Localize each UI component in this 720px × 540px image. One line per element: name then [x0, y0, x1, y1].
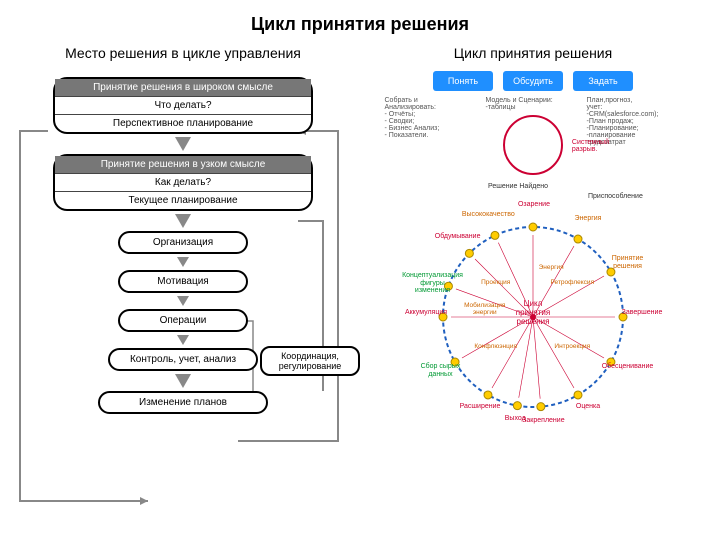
- row-narrow: Принятие решения в узком смысле: [55, 156, 311, 174]
- cycle-node-label: Сбор сырых данных: [409, 363, 471, 378]
- row-broad: Принятие решения в широком смысле: [55, 79, 311, 97]
- flowchart: Принятие решения в широком смысле Что де…: [8, 71, 358, 414]
- block-broad-decision: Принятие решения в широком смысле Что де…: [53, 77, 313, 134]
- row-perspective: Перспективное планирование: [55, 115, 311, 132]
- block-change: Изменение планов: [98, 391, 268, 414]
- cycle-node-label: Высококачество: [457, 211, 519, 219]
- cycle-inner-label: Проекция: [470, 279, 522, 286]
- cycle-inner-label: Мобилизация энергии: [459, 302, 511, 316]
- cycle-node-label: Оценка: [557, 403, 619, 411]
- cycle-inner-label: Ретрофлексия: [546, 279, 598, 286]
- label-found: Решение Найдено: [488, 183, 548, 190]
- left-subtitle: Место решения в цикле управления: [8, 45, 358, 61]
- tri-columns: Собрать и Анализировать: - Отчёты; - Сво…: [358, 97, 708, 179]
- cycle-node-label: Озарение: [503, 201, 565, 209]
- cycle-node-label: Расширение: [449, 403, 511, 411]
- cycle-node-label: Концептуализация фигуры изменения: [402, 272, 464, 295]
- cycle-inner-label: Интроекция: [546, 343, 598, 350]
- row-what: Что делать?: [55, 97, 311, 115]
- right-column: Цикл принятия решения Понять Обсудить За…: [358, 45, 708, 447]
- col3-text: План,прогноз, учет: -CRM(salesforce.com)…: [587, 97, 682, 179]
- arrow-icon: [177, 335, 189, 345]
- block-narrow-decision: Принятие решения в узком смысле Как дела…: [53, 154, 313, 211]
- arrow-icon: [175, 137, 191, 151]
- top-buttons: Понять Обсудить Задать: [358, 71, 708, 91]
- col1-text: Собрать и Анализировать: - Отчёты; - Сво…: [385, 97, 480, 179]
- row-current: Текущее планирование: [55, 192, 311, 209]
- block-org: Организация: [118, 231, 248, 254]
- btn-understand[interactable]: Понять: [433, 71, 493, 91]
- arrow-icon: [177, 257, 189, 267]
- cycle-inner-label: Конфлюэнция: [470, 343, 522, 350]
- block-ctrl: Контроль, учет, анализ: [108, 348, 258, 371]
- cycle-node-label: Аккумуляция: [395, 309, 457, 317]
- col2-text: Модель и Сценарии: -таблицы: [486, 97, 581, 111]
- block-mot: Мотивация: [118, 270, 248, 293]
- cycle-node-label: Обесценивание: [597, 363, 659, 371]
- columns: Место решения в цикле управления Приняти…: [0, 45, 720, 447]
- row-how: Как делать?: [55, 174, 311, 192]
- block-ops: Операции: [118, 309, 248, 332]
- arrow-icon: [175, 374, 191, 388]
- cycle-node-label: Завершение: [611, 309, 673, 317]
- col2-area: Модель и Сценарии: -таблицы Системный ра…: [486, 97, 581, 179]
- arrow-icon: [175, 214, 191, 228]
- block-coord: Координация, регулирование: [260, 346, 360, 376]
- right-subtitle: Цикл принятия решения: [358, 45, 708, 61]
- cycle-center-label: Цикл принятия решения: [508, 299, 558, 326]
- arrow-icon: [177, 296, 189, 306]
- cycle-node-label: Выход: [484, 415, 546, 423]
- cycle-inner-label: Энергия: [525, 264, 577, 271]
- cycle-node-label: Обдумывание: [427, 233, 489, 241]
- system-gap-ring: Системный разрыв.: [503, 115, 563, 175]
- cycle-diagram: Решение Найдено Приспособление Цикл прин…: [378, 187, 688, 447]
- page-title: Цикл принятия решения: [0, 0, 720, 45]
- btn-discuss[interactable]: Обсудить: [503, 71, 563, 91]
- left-column: Место решения в цикле управления Приняти…: [8, 45, 358, 447]
- label-adapt: Приспособление: [588, 193, 643, 200]
- cycle-node-label: Принятие решения: [597, 255, 659, 270]
- btn-set[interactable]: Задать: [573, 71, 633, 91]
- cycle-node-label: Энергия: [557, 215, 619, 223]
- system-gap-label: Системный разрыв.: [572, 139, 609, 153]
